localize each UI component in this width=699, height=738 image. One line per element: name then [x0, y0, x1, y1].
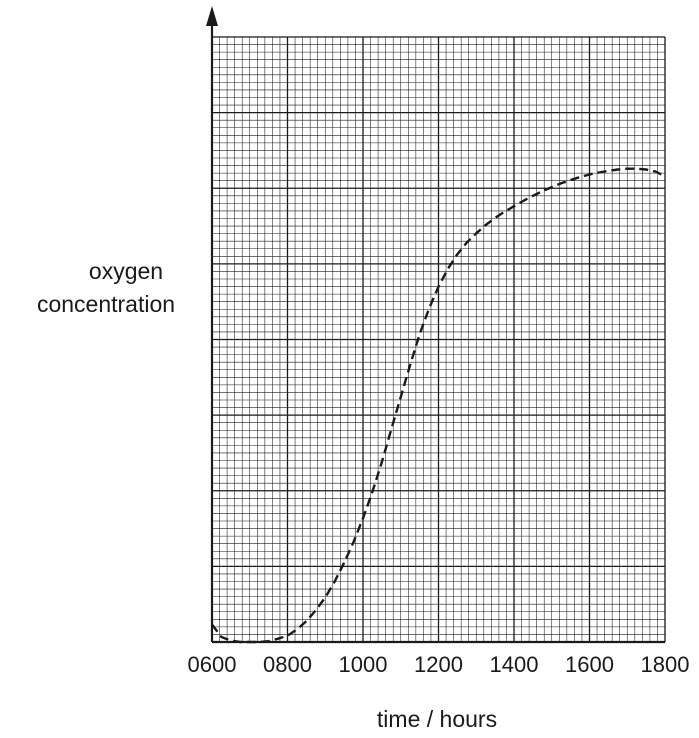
x-tick-label: 1600: [565, 652, 614, 677]
oxygen-curve-dashed: [211, 167, 666, 644]
x-tick-labels: 0600 0800 1000 1200 1400 1600 1800: [188, 652, 690, 677]
x-tick-label: 1000: [339, 652, 388, 677]
axes: [206, 6, 665, 644]
series-layer: [211, 167, 666, 644]
x-tick-label: 0600: [188, 652, 237, 677]
x-tick-label: 0800: [263, 652, 312, 677]
y-axis-title-line-1: oxygen: [89, 258, 163, 284]
y-axis-arrowhead: [206, 6, 218, 26]
x-tick-label: 1400: [490, 652, 539, 677]
y-axis-title-line-2: concentration: [37, 291, 175, 317]
x-tick-label: 1200: [414, 652, 463, 677]
x-tick-label: 1800: [641, 652, 690, 677]
x-axis-title: time / hours: [377, 706, 497, 732]
